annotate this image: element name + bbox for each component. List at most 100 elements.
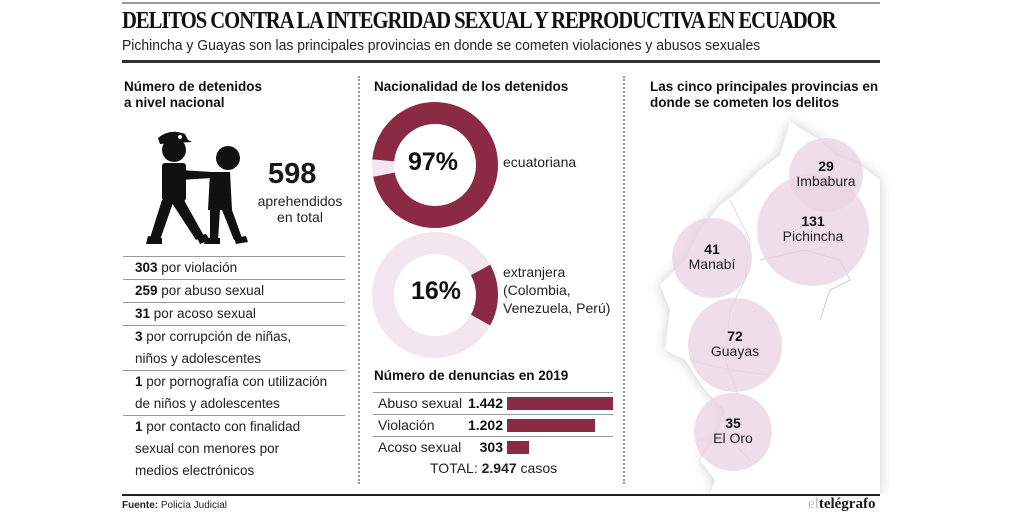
denuncias-heading: Número de denuncias en 2019 (374, 368, 569, 383)
list-item-line: 1 por pornografía con utilización (135, 371, 345, 393)
bar (507, 419, 596, 432)
source-note: Fuente: Policía Judicial (122, 500, 227, 511)
source-label: Fuente: (122, 500, 159, 511)
detenidos-list-item: 303 por violación (123, 256, 345, 279)
detenidos-list-item: 259 por abuso sexual (123, 279, 345, 302)
heading-line: Las cinco principales provincias en (650, 79, 879, 94)
donut-percent-extranjera: 16% (411, 277, 462, 305)
detenidos-list: 303 por violación 259 por abuso sexual 31 … (123, 256, 345, 482)
bar-label: Acoso sexual (378, 439, 462, 455)
provincias-heading: Las cinco principales provincias en dond… (650, 79, 878, 111)
list-item-count: 259 (135, 283, 158, 298)
total-suffix: casos (520, 460, 558, 476)
total-value: 2.947 (481, 460, 517, 476)
list-item-line: 259 por abuso sexual (135, 280, 345, 302)
list-item-text: sexual con menores por (135, 441, 280, 456)
denuncias-total: TOTAL: 2.947 casos (430, 460, 557, 476)
column-divider (358, 76, 360, 484)
donut-segment (372, 102, 498, 228)
total-detenidos: 598 (268, 158, 317, 190)
province-bubble-guayas (688, 298, 782, 392)
bar-label: Abuso sexual (378, 395, 463, 411)
bar-value: 1.202 (467, 417, 503, 433)
page-subtitle: Pichincha y Guayas son las principales p… (122, 37, 761, 54)
label-line: ecuatoriana (503, 154, 577, 170)
donut-label-ecuatoriana: ecuatoriana (503, 153, 576, 171)
list-item-text: por pornografía con utilización (146, 374, 328, 389)
province-name: Manabí (688, 256, 736, 272)
list-item-line: sexual con menores por (135, 438, 345, 460)
detenidos-list-item: 3 por corrupción de niñas, niños y adoles… (123, 325, 345, 370)
list-item-count: 3 (135, 329, 143, 344)
province-name: Guayas (710, 343, 760, 359)
label-line: aprehendidos (257, 193, 343, 209)
province-bubble-pichincha (757, 174, 869, 286)
list-item-line: de niños y adolescentes (135, 393, 345, 415)
bar-value: 303 (479, 439, 503, 455)
list-item-text: por violación (161, 260, 238, 275)
donut-percent-ecuatoriana: 97% (408, 148, 459, 176)
detenidos-list-item: 1 por contacto con finalidad sexual con m… (123, 415, 345, 482)
label-line: Venezuela, Perú) (503, 300, 611, 316)
column-divider (623, 76, 625, 484)
province-label: 35 El Oro (688, 416, 778, 446)
list-item-count: 31 (135, 306, 151, 321)
donut-extranjera (372, 232, 498, 358)
donut-segment (470, 264, 498, 326)
heading-line: Número de detenidos (124, 79, 263, 94)
province-label: 72 Guayas (690, 329, 780, 359)
list-item-text: por acoso sexual (153, 306, 256, 321)
list-item-line: 1 por contacto con finalidad (135, 416, 345, 438)
list-item-text: por corrupción de niñas, (146, 329, 292, 344)
logo-main: telégrafo (818, 496, 876, 512)
page-title: DELITOS CONTRA LA INTEGRIDAD SEXUAL Y RE… (122, 8, 837, 34)
list-item-text: por contacto con finalidad (146, 419, 301, 434)
list-item-line: 3 por corrupción de niñas, (135, 326, 345, 348)
province-count: 131 (801, 213, 825, 229)
bar (507, 441, 530, 454)
province-label: 41 Manabí (667, 242, 757, 272)
label-line: en total (277, 209, 323, 225)
total-prefix: TOTAL: (430, 460, 478, 476)
list-item-text: medios electrónicos (135, 463, 255, 478)
province-count: 41 (704, 241, 720, 257)
bar-label: Violación (378, 417, 435, 433)
list-item-count: 1 (135, 374, 143, 389)
province-name: Pichincha (782, 228, 844, 244)
heading-line: donde se cometen los delitos (650, 95, 840, 110)
province-bubble-manabi (671, 217, 753, 299)
list-item-line: medios electrónicos (135, 460, 345, 482)
arrest-icon (146, 131, 248, 244)
province-count: 35 (725, 415, 741, 431)
footer-rule (122, 494, 880, 496)
province-name: El Oro (713, 430, 753, 446)
donut-ecuatoriana (372, 102, 498, 228)
list-item-text: niños y adolescentes (135, 351, 262, 366)
province-bubble-el-oro (694, 393, 772, 471)
province-label: 29 Imbabura (781, 159, 871, 189)
list-item-line: 303 por violación (135, 257, 345, 279)
list-item-line: niños y adolescentes (135, 348, 345, 370)
heading-line: a nivel nacional (124, 95, 225, 110)
list-item-line: 31 por acoso sexual (135, 303, 345, 325)
detenidos-list-item: 1 por pornografía con utilización de niño… (123, 370, 345, 415)
donut-label-extranjera: extranjera (Colombia, Venezuela, Perú) (503, 263, 610, 317)
nacionalidad-heading: Nacionalidad de los detenidos (374, 79, 569, 94)
detenidos-list-item: 31 por acoso sexual (123, 302, 345, 325)
province-label: 131 Pichincha (768, 214, 858, 244)
source-value: Policía Judicial (160, 500, 228, 511)
bar-value: 1.442 (467, 395, 503, 411)
list-item-text: de niños y adolescentes (135, 396, 280, 411)
province-count: 29 (818, 158, 834, 174)
brand-logo: eltelégrafo (808, 496, 875, 513)
list-item-text: por abuso sexual (161, 283, 265, 298)
province-count: 72 (727, 328, 743, 344)
logo-prefix: el (808, 496, 819, 512)
detenidos-heading: Número de detenidos a nivel nacional (124, 79, 262, 111)
top-rule (122, 2, 880, 4)
label-line: (Colombia, (503, 282, 571, 298)
total-detenidos-label: aprehendidos en total (250, 193, 350, 225)
label-line: extranjera (503, 264, 566, 280)
denuncias-row: Acoso sexual 303 (373, 436, 613, 458)
list-item-count: 1 (135, 419, 143, 434)
